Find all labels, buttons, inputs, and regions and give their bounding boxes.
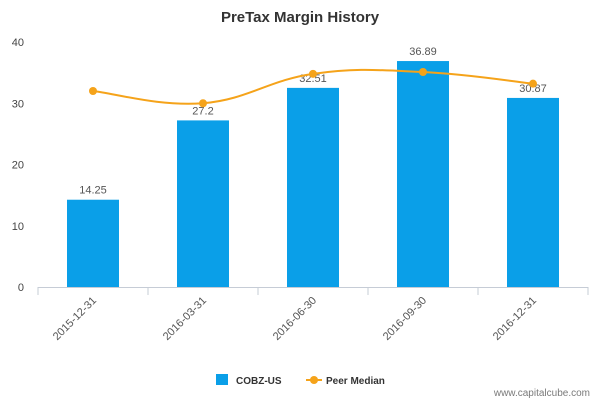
bar-1 — [177, 120, 229, 288]
watermark: www.capitalcube.com — [493, 388, 590, 399]
bar-data-label-0: 14.25 — [79, 185, 107, 197]
peer-median-point-4 — [529, 79, 537, 88]
x-tick-label-1: 2016-03-31 — [161, 295, 209, 343]
legend-label-cobz: COBZ-US — [236, 376, 282, 387]
y-tick-label-2: 20 — [12, 160, 24, 172]
peer-median-points — [89, 68, 537, 108]
x-tick-label-0: 2015-12-31 — [51, 295, 99, 343]
bar-data-label-1: 27.2 — [192, 105, 213, 117]
y-tick-label-4: 40 — [12, 37, 24, 49]
x-axis: 2015-12-31 2016-03-31 2016-06-30 2016-09-30… — [37, 287, 589, 343]
peer-median-point-0 — [89, 87, 97, 95]
bar-data-label-4: 30.87 — [519, 83, 547, 95]
legend-swatch-peer-median-dot — [310, 376, 318, 384]
peer-median-point-3 — [419, 68, 427, 77]
x-tick-label-2: 2016-06-30 — [271, 295, 319, 343]
y-tick-label-0: 0 — [18, 282, 24, 294]
x-tick-label-4: 2016-12-31 — [491, 295, 539, 343]
bar-series — [67, 61, 559, 288]
bar-2 — [287, 87, 339, 287]
legend-label-peer-median: Peer Median — [326, 376, 385, 387]
chart-title: PreTax Margin History — [221, 9, 380, 26]
bar-data-label-3: 36.89 — [409, 46, 437, 58]
y-axis: 0 10 20 30 40 — [12, 37, 24, 294]
y-tick-label-1: 10 — [12, 221, 24, 233]
bar-0 — [67, 199, 119, 287]
bar-4 — [507, 97, 559, 287]
legend: COBZ-US Peer Median — [216, 374, 385, 387]
x-tick-label-3: 2016-09-30 — [381, 295, 429, 343]
bar-3 — [397, 61, 449, 287]
peer-median-point-2 — [309, 69, 317, 78]
peer-median-point-1 — [199, 99, 207, 108]
legend-swatch-cobz — [216, 374, 228, 385]
y-tick-label-3: 30 — [12, 98, 24, 110]
